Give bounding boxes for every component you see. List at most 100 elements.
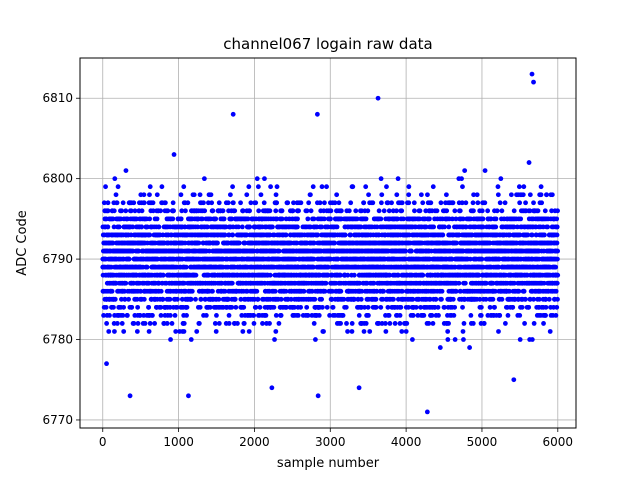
data-point bbox=[468, 313, 473, 318]
data-point bbox=[170, 321, 175, 326]
data-point bbox=[446, 321, 451, 326]
data-point bbox=[366, 313, 371, 318]
data-point bbox=[112, 176, 117, 181]
data-point bbox=[274, 200, 279, 205]
data-point bbox=[209, 200, 214, 205]
data-point bbox=[279, 297, 284, 302]
data-point bbox=[264, 313, 269, 318]
data-point bbox=[184, 313, 189, 318]
data-point bbox=[305, 208, 310, 213]
data-point bbox=[428, 200, 433, 205]
data-point bbox=[213, 216, 218, 221]
data-point bbox=[411, 313, 416, 318]
data-point bbox=[255, 176, 260, 181]
data-point bbox=[445, 337, 450, 342]
data-point bbox=[318, 200, 323, 205]
data-point bbox=[451, 200, 456, 205]
data-point bbox=[160, 184, 165, 189]
data-point bbox=[379, 200, 384, 205]
data-point bbox=[106, 329, 111, 334]
data-point bbox=[204, 313, 209, 318]
data-point bbox=[311, 184, 316, 189]
data-point bbox=[171, 200, 176, 205]
data-point bbox=[475, 192, 480, 197]
data-point bbox=[406, 184, 411, 189]
data-point bbox=[148, 321, 153, 326]
data-point bbox=[305, 216, 310, 221]
data-point bbox=[228, 192, 233, 197]
data-point bbox=[273, 289, 278, 294]
data-point bbox=[235, 321, 240, 326]
data-point bbox=[374, 305, 379, 310]
data-point bbox=[291, 208, 296, 213]
data-point bbox=[116, 184, 121, 189]
data-point bbox=[398, 305, 403, 310]
data-point bbox=[421, 313, 426, 318]
data-point bbox=[231, 200, 236, 205]
data-point bbox=[299, 200, 304, 205]
data-point bbox=[233, 297, 238, 302]
data-point bbox=[107, 313, 112, 318]
data-point bbox=[135, 305, 140, 310]
data-point bbox=[172, 152, 177, 157]
data-point bbox=[398, 313, 403, 318]
data-point bbox=[202, 208, 207, 213]
data-point bbox=[344, 321, 349, 326]
data-point bbox=[295, 216, 300, 221]
data-point bbox=[341, 313, 346, 318]
data-point bbox=[221, 208, 226, 213]
data-point bbox=[106, 208, 111, 213]
data-point bbox=[430, 313, 435, 318]
data-point bbox=[125, 313, 130, 318]
data-point bbox=[396, 176, 401, 181]
data-point bbox=[471, 321, 476, 326]
data-point bbox=[132, 321, 137, 326]
data-point bbox=[378, 216, 383, 221]
data-point bbox=[324, 281, 329, 286]
data-point bbox=[259, 192, 264, 197]
data-point bbox=[414, 305, 419, 310]
data-point bbox=[331, 305, 336, 310]
data-point bbox=[377, 208, 382, 213]
data-point bbox=[142, 297, 147, 302]
data-point bbox=[143, 321, 148, 326]
data-point bbox=[171, 208, 176, 213]
data-point bbox=[435, 208, 440, 213]
data-point bbox=[115, 200, 120, 205]
data-point bbox=[251, 313, 256, 318]
data-point bbox=[319, 297, 324, 302]
data-point bbox=[273, 208, 278, 213]
data-point bbox=[185, 305, 190, 310]
data-point bbox=[462, 168, 467, 173]
data-point bbox=[110, 289, 115, 294]
data-point bbox=[175, 297, 180, 302]
data-point bbox=[311, 216, 316, 221]
data-point bbox=[189, 337, 194, 342]
data-point bbox=[135, 329, 140, 334]
data-point bbox=[121, 305, 126, 310]
data-point bbox=[268, 184, 273, 189]
data-point bbox=[338, 289, 343, 294]
data-point bbox=[190, 289, 195, 294]
data-point bbox=[181, 184, 186, 189]
data-point bbox=[452, 313, 457, 318]
data-point bbox=[184, 265, 189, 270]
data-point bbox=[460, 305, 465, 310]
data-point bbox=[240, 225, 245, 230]
data-point bbox=[103, 184, 108, 189]
data-point bbox=[268, 273, 273, 278]
data-point bbox=[348, 200, 353, 205]
data-point bbox=[387, 313, 392, 318]
data-point bbox=[240, 329, 245, 334]
data-point bbox=[197, 241, 202, 246]
data-point bbox=[210, 289, 215, 294]
data-point bbox=[344, 305, 349, 310]
data-point bbox=[366, 305, 371, 310]
data-point bbox=[452, 305, 457, 310]
data-point bbox=[121, 200, 126, 205]
data-point bbox=[306, 200, 311, 205]
data-point bbox=[247, 225, 252, 230]
data-point bbox=[446, 225, 451, 230]
data-point bbox=[194, 273, 199, 278]
data-point bbox=[462, 321, 467, 326]
